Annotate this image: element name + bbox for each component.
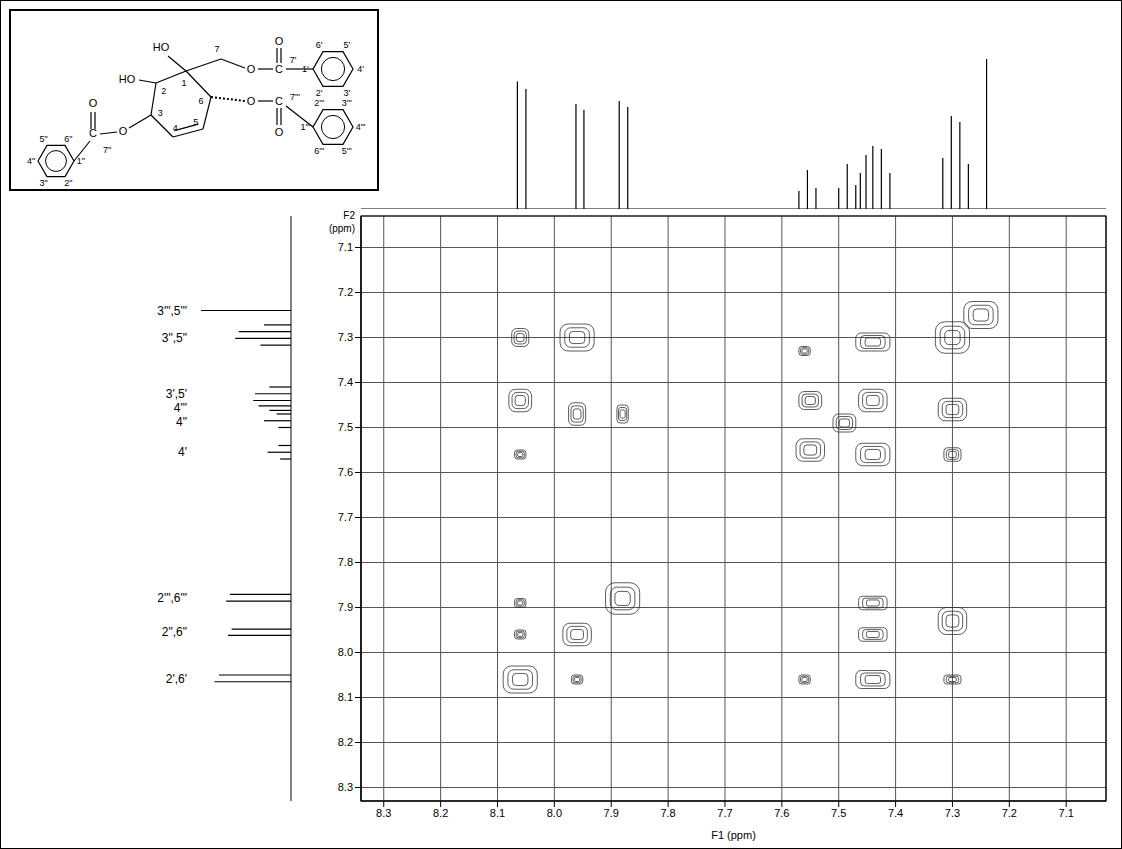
svg-text:6'": 6'" <box>314 146 324 156</box>
svg-text:7.8: 7.8 <box>660 807 675 819</box>
svg-text:7.5: 7.5 <box>338 421 353 433</box>
svg-text:2': 2' <box>316 88 323 98</box>
svg-text:3": 3" <box>39 178 47 188</box>
svg-text:7: 7 <box>214 44 219 54</box>
svg-text:2": 2" <box>64 178 72 188</box>
svg-text:3: 3 <box>158 108 163 118</box>
svg-text:2: 2 <box>161 86 166 96</box>
svg-text:7.8: 7.8 <box>338 556 353 568</box>
svg-text:F2: F2 <box>343 210 355 221</box>
svg-text:8.0: 8.0 <box>547 807 562 819</box>
svg-text:C: C <box>275 95 283 107</box>
svg-text:(ppm): (ppm) <box>329 223 355 234</box>
svg-text:1'": 1'" <box>300 122 310 132</box>
svg-text:4": 4" <box>27 156 35 166</box>
svg-text:7.2: 7.2 <box>1002 807 1017 819</box>
svg-text:7.7: 7.7 <box>338 511 353 523</box>
svg-text:C: C <box>275 63 283 75</box>
svg-text:3'": 3'" <box>342 98 352 108</box>
svg-text:O: O <box>247 63 256 75</box>
svg-text:4': 4' <box>178 445 187 459</box>
svg-text:2'": 2'" <box>314 98 324 108</box>
svg-text:7.1: 7.1 <box>338 241 353 253</box>
svg-text:5": 5" <box>39 134 47 144</box>
svg-text:8.3: 8.3 <box>376 807 391 819</box>
svg-text:O: O <box>89 97 98 109</box>
svg-text:7.1: 7.1 <box>1059 807 1074 819</box>
svg-text:6': 6' <box>316 40 323 50</box>
svg-text:7'": 7'" <box>290 92 300 102</box>
svg-text:5': 5' <box>343 40 350 50</box>
svg-text:1': 1' <box>302 64 309 74</box>
svg-text:3'",5'": 3'",5'" <box>157 304 187 318</box>
svg-text:F1 (ppm): F1 (ppm) <box>711 829 756 841</box>
svg-text:7.9: 7.9 <box>604 807 619 819</box>
svg-text:8.2: 8.2 <box>433 807 448 819</box>
svg-text:7.3: 7.3 <box>945 807 960 819</box>
svg-text:7.5: 7.5 <box>831 807 846 819</box>
svg-text:8.1: 8.1 <box>338 691 353 703</box>
svg-text:7.6: 7.6 <box>774 807 789 819</box>
svg-text:O: O <box>275 126 284 138</box>
svg-text:4': 4' <box>357 64 364 74</box>
svg-text:7.7: 7.7 <box>717 807 732 819</box>
svg-text:2",6": 2",6" <box>162 625 187 639</box>
svg-text:O: O <box>119 125 128 137</box>
svg-text:5: 5 <box>193 117 198 127</box>
svg-text:8.1: 8.1 <box>490 807 505 819</box>
svg-text:4": 4" <box>176 415 187 429</box>
svg-text:7.3: 7.3 <box>338 331 353 343</box>
svg-text:6: 6 <box>199 96 204 106</box>
svg-text:2'",6'": 2'",6'" <box>157 591 187 605</box>
svg-text:3",5": 3",5" <box>162 331 187 345</box>
svg-text:C: C <box>89 127 97 139</box>
svg-text:5'": 5'" <box>342 146 352 156</box>
svg-text:HO: HO <box>119 73 136 85</box>
svg-text:4: 4 <box>173 123 178 133</box>
svg-text:8.2: 8.2 <box>338 736 353 748</box>
svg-text:6": 6" <box>64 134 72 144</box>
svg-text:7': 7' <box>290 55 297 65</box>
svg-text:2',6': 2',6' <box>166 672 187 686</box>
svg-text:HO: HO <box>153 41 170 53</box>
svg-text:4'": 4'" <box>356 122 366 132</box>
svg-text:7.9: 7.9 <box>338 601 353 613</box>
svg-text:7": 7" <box>103 145 111 155</box>
svg-text:O: O <box>275 35 284 47</box>
svg-text:O: O <box>247 95 256 107</box>
svg-text:7.4: 7.4 <box>338 376 353 388</box>
svg-text:4'": 4'" <box>174 401 187 415</box>
svg-text:8.0: 8.0 <box>338 646 353 658</box>
svg-text:1: 1 <box>182 78 187 88</box>
svg-text:7.4: 7.4 <box>888 807 903 819</box>
svg-text:3',5': 3',5' <box>166 387 187 401</box>
svg-text:8.3: 8.3 <box>338 781 353 793</box>
svg-text:1": 1" <box>77 156 85 166</box>
svg-text:3': 3' <box>343 88 350 98</box>
svg-text:7.6: 7.6 <box>338 466 353 478</box>
svg-text:7.2: 7.2 <box>338 286 353 298</box>
